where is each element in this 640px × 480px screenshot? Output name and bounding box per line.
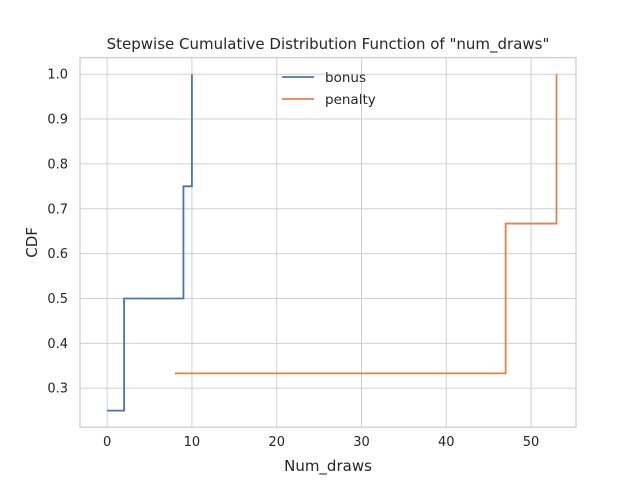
y-axis-ticks: 0.3 0.4 0.5 0.6 0.7 0.8 0.9 1.0 bbox=[47, 68, 68, 397]
y-tick-label: 0.5 bbox=[47, 292, 68, 307]
plot-frame bbox=[79, 56, 577, 428]
y-axis-label: CDF bbox=[23, 227, 41, 258]
y-tick-label: 0.9 bbox=[47, 113, 68, 128]
x-axis-label: Num_draws bbox=[284, 457, 372, 476]
grid bbox=[80, 57, 576, 428]
y-tick-label: 0.6 bbox=[47, 247, 68, 262]
legend-label-penalty: penalty bbox=[325, 92, 376, 108]
y-tick-label: 0.7 bbox=[47, 202, 68, 217]
chart-title: Stepwise Cumulative Distribution Functio… bbox=[107, 35, 550, 54]
y-tick-label: 1.0 bbox=[47, 68, 68, 83]
series-line-bonus bbox=[107, 74, 193, 412]
x-tick-label: 50 bbox=[523, 435, 540, 450]
x-axis-ticks: 0 10 20 30 40 50 bbox=[103, 435, 539, 450]
x-tick-label: 20 bbox=[268, 435, 285, 450]
y-tick-label: 0.3 bbox=[47, 382, 68, 397]
legend: bonus penalty bbox=[282, 70, 376, 108]
legend-label-bonus: bonus bbox=[325, 70, 366, 86]
y-tick-label: 0.4 bbox=[47, 337, 68, 352]
series-line-penalty bbox=[174, 74, 558, 375]
x-tick-label: 30 bbox=[353, 435, 370, 450]
x-tick-label: 10 bbox=[184, 435, 201, 450]
y-tick-label: 0.8 bbox=[47, 157, 68, 172]
series-layer bbox=[107, 74, 558, 412]
x-tick-label: 0 bbox=[103, 435, 111, 450]
x-tick-label: 40 bbox=[438, 435, 455, 450]
